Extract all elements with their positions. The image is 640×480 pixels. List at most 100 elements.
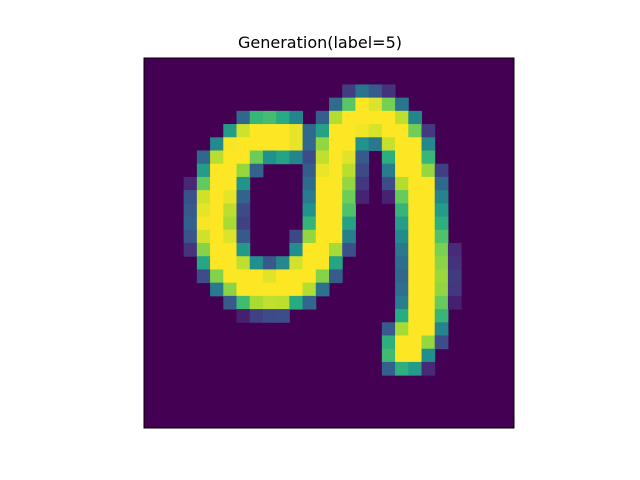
heatmap-cell bbox=[408, 176, 422, 191]
heatmap-cell bbox=[302, 203, 317, 218]
heatmap-cell bbox=[329, 110, 343, 125]
heatmap-cell bbox=[408, 203, 422, 218]
heatmap-cell bbox=[329, 203, 343, 218]
heatmap-cell bbox=[223, 216, 237, 231]
heatmap-cell bbox=[276, 309, 290, 323]
heatmap-cell bbox=[289, 269, 304, 284]
heatmap-cell bbox=[236, 309, 251, 323]
heatmap-cell bbox=[223, 282, 237, 297]
heatmap-cell bbox=[315, 229, 330, 244]
heatmap-cell bbox=[395, 361, 409, 376]
heatmap-cell bbox=[302, 269, 317, 284]
heatmap-cell bbox=[210, 216, 224, 231]
heatmap-cell bbox=[408, 110, 422, 125]
heatmap-cell bbox=[342, 163, 356, 178]
heatmap-cell bbox=[434, 229, 449, 244]
heatmap-cell bbox=[368, 137, 383, 151]
heatmap-cell bbox=[315, 282, 330, 297]
heatmap-cell bbox=[408, 361, 422, 376]
heatmap-cell bbox=[196, 150, 211, 165]
heatmap-cell bbox=[381, 150, 396, 165]
heatmap-cell bbox=[223, 150, 237, 165]
heatmap-cell bbox=[447, 269, 462, 284]
heatmap-cell bbox=[395, 150, 409, 165]
heatmap-cell bbox=[421, 150, 436, 165]
heatmap-cell bbox=[408, 256, 422, 270]
heatmap-cell bbox=[368, 84, 383, 99]
heatmap-cell bbox=[315, 269, 330, 284]
heatmap-cell bbox=[408, 124, 422, 138]
heatmap-cell bbox=[408, 335, 422, 350]
heatmap-cell bbox=[302, 137, 317, 151]
heatmap-cell bbox=[408, 216, 422, 231]
heatmap-cell bbox=[408, 229, 422, 244]
heatmap-cell bbox=[276, 269, 290, 284]
heatmap-cell bbox=[355, 137, 370, 151]
heatmap-cell bbox=[183, 203, 198, 218]
heatmap-cell bbox=[302, 150, 317, 165]
heatmap-cell bbox=[342, 243, 356, 257]
heatmap-cell bbox=[421, 256, 436, 270]
heatmap-cell bbox=[183, 229, 198, 244]
heatmap-cell bbox=[210, 243, 224, 257]
heatmap-cell bbox=[395, 229, 409, 244]
heatmap-cell bbox=[408, 282, 422, 297]
heatmap-cell bbox=[249, 256, 264, 270]
heatmap-cell bbox=[421, 137, 436, 151]
heatmap-cell bbox=[421, 335, 436, 350]
heatmap-cell bbox=[395, 163, 409, 178]
heatmap-cell bbox=[329, 269, 343, 284]
heatmap-cell bbox=[408, 322, 422, 336]
heatmap-cell bbox=[342, 84, 356, 99]
heatmap-cell bbox=[434, 269, 449, 284]
heatmap-cell bbox=[434, 176, 449, 191]
heatmap-cell bbox=[395, 309, 409, 323]
heatmap-cell bbox=[223, 243, 237, 257]
heatmap-cell bbox=[249, 282, 264, 297]
heatmap-cell bbox=[302, 229, 317, 244]
heatmap-cell bbox=[395, 269, 409, 284]
heatmap-cell bbox=[329, 137, 343, 151]
heatmap-cell bbox=[421, 163, 436, 178]
heatmap-cell bbox=[329, 243, 343, 257]
heatmap-cell bbox=[315, 243, 330, 257]
heatmap-cell bbox=[210, 176, 224, 191]
heatmap-cell bbox=[210, 203, 224, 218]
heatmap-cell bbox=[315, 124, 330, 138]
heatmap-cell bbox=[329, 256, 343, 270]
heatmap-cell bbox=[315, 190, 330, 204]
heatmap-cell bbox=[289, 256, 304, 270]
heatmap-cell bbox=[236, 110, 251, 125]
heatmap-cell bbox=[434, 190, 449, 204]
heatmap-cell bbox=[210, 269, 224, 284]
heatmap-cell bbox=[315, 137, 330, 151]
heatmap-cell bbox=[236, 216, 251, 231]
heatmap-cell bbox=[302, 163, 317, 178]
heatmap-cell bbox=[262, 256, 277, 270]
heatmap-cell bbox=[249, 309, 264, 323]
heatmap-cell bbox=[342, 110, 356, 125]
heatmap-cell bbox=[447, 282, 462, 297]
heatmap-cell bbox=[236, 282, 251, 297]
heatmap-cell bbox=[196, 216, 211, 231]
heatmap-cell bbox=[236, 150, 251, 165]
heatmap-cell bbox=[223, 295, 237, 310]
heatmap-cell bbox=[355, 190, 370, 204]
heatmap-cell bbox=[223, 269, 237, 284]
heatmap-cell bbox=[329, 229, 343, 244]
heatmap-cell bbox=[210, 137, 224, 151]
heatmap-cell bbox=[447, 295, 462, 310]
heatmap-cell bbox=[249, 150, 264, 165]
heatmap-cell bbox=[196, 190, 211, 204]
heatmap-cell bbox=[262, 295, 277, 310]
heatmap-cell bbox=[434, 282, 449, 297]
heatmap-cell bbox=[289, 137, 304, 151]
heatmap-cell bbox=[381, 137, 396, 151]
heatmap-cell bbox=[276, 137, 290, 151]
heatmap-cell bbox=[276, 110, 290, 125]
heatmap-cell bbox=[210, 256, 224, 270]
heatmap-cell bbox=[249, 137, 264, 151]
heatmap-cell bbox=[342, 190, 356, 204]
heatmap-cell bbox=[183, 176, 198, 191]
heatmap-cell bbox=[315, 203, 330, 218]
